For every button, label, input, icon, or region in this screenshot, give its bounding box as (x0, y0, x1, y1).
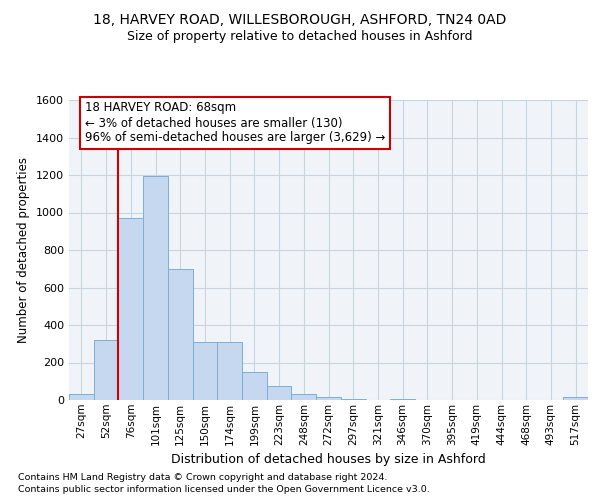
Text: Size of property relative to detached houses in Ashford: Size of property relative to detached ho… (127, 30, 473, 43)
X-axis label: Distribution of detached houses by size in Ashford: Distribution of detached houses by size … (171, 453, 486, 466)
Text: Contains public sector information licensed under the Open Government Licence v3: Contains public sector information licen… (18, 485, 430, 494)
Text: 18 HARVEY ROAD: 68sqm
← 3% of detached houses are smaller (130)
96% of semi-deta: 18 HARVEY ROAD: 68sqm ← 3% of detached h… (85, 102, 385, 144)
Bar (94, 340, 118, 400)
Bar (143, 176, 168, 400)
Bar (390, 399, 415, 400)
Y-axis label: Number of detached properties: Number of detached properties (17, 157, 31, 343)
Bar (118, 218, 143, 400)
Bar (341, 399, 365, 400)
Bar (217, 342, 242, 400)
Bar (168, 269, 193, 400)
Bar (316, 396, 341, 400)
Text: Contains HM Land Registry data © Crown copyright and database right 2024.: Contains HM Land Registry data © Crown c… (18, 472, 388, 482)
Bar (69, 394, 94, 400)
Bar (292, 394, 316, 400)
Bar (193, 342, 217, 400)
Bar (563, 397, 588, 400)
Bar (242, 372, 267, 400)
Bar (267, 386, 292, 400)
Text: 18, HARVEY ROAD, WILLESBOROUGH, ASHFORD, TN24 0AD: 18, HARVEY ROAD, WILLESBOROUGH, ASHFORD,… (94, 12, 506, 26)
